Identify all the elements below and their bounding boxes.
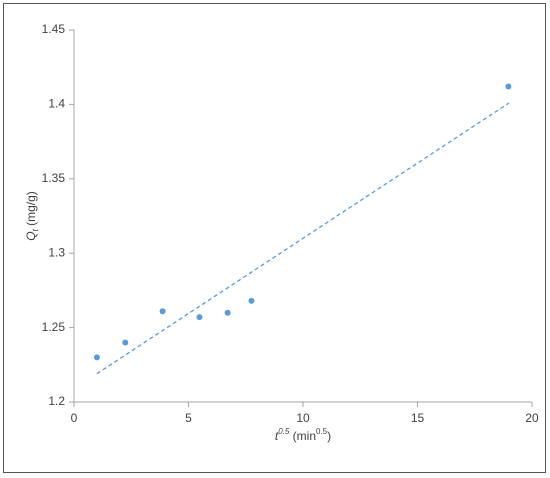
y-tick-label: 1.2: [48, 394, 65, 408]
y-label-part: t: [31, 228, 40, 231]
x-label-part: 0.5: [278, 427, 290, 436]
data-point: [93, 354, 100, 361]
y-axis-label: Qt (mg/g): [24, 191, 40, 241]
y-tick-label: 1.25: [42, 320, 66, 334]
data-point: [224, 309, 231, 316]
y-label-part: (mg/g): [24, 191, 38, 229]
y-tick-label: 1.4: [48, 97, 65, 111]
data-point: [122, 339, 129, 346]
x-label-part: t: [275, 429, 279, 443]
y-tick-label: 1.45: [42, 22, 66, 36]
x-label-part: ): [327, 429, 331, 443]
y-tick-label: 1.3: [48, 245, 65, 259]
x-tick-label: 0: [71, 411, 78, 425]
x-label-part: 0.5: [316, 427, 328, 436]
x-tick-label: 15: [411, 411, 425, 425]
x-tick-label: 20: [525, 411, 539, 425]
x-tick-label: 10: [296, 411, 310, 425]
chart-border: [3, 3, 546, 473]
y-tick-label: 1.35: [42, 171, 66, 185]
trend-line: [96, 102, 510, 375]
x-label-part: (min: [289, 429, 316, 443]
y-label-part: Q: [24, 231, 38, 240]
data-point: [196, 314, 203, 321]
x-tick-label: 5: [185, 411, 192, 425]
data-point: [248, 297, 255, 304]
data-point: [505, 83, 512, 90]
x-axis-label: t0.5 (min0.5): [275, 427, 331, 443]
data-point: [159, 308, 166, 315]
